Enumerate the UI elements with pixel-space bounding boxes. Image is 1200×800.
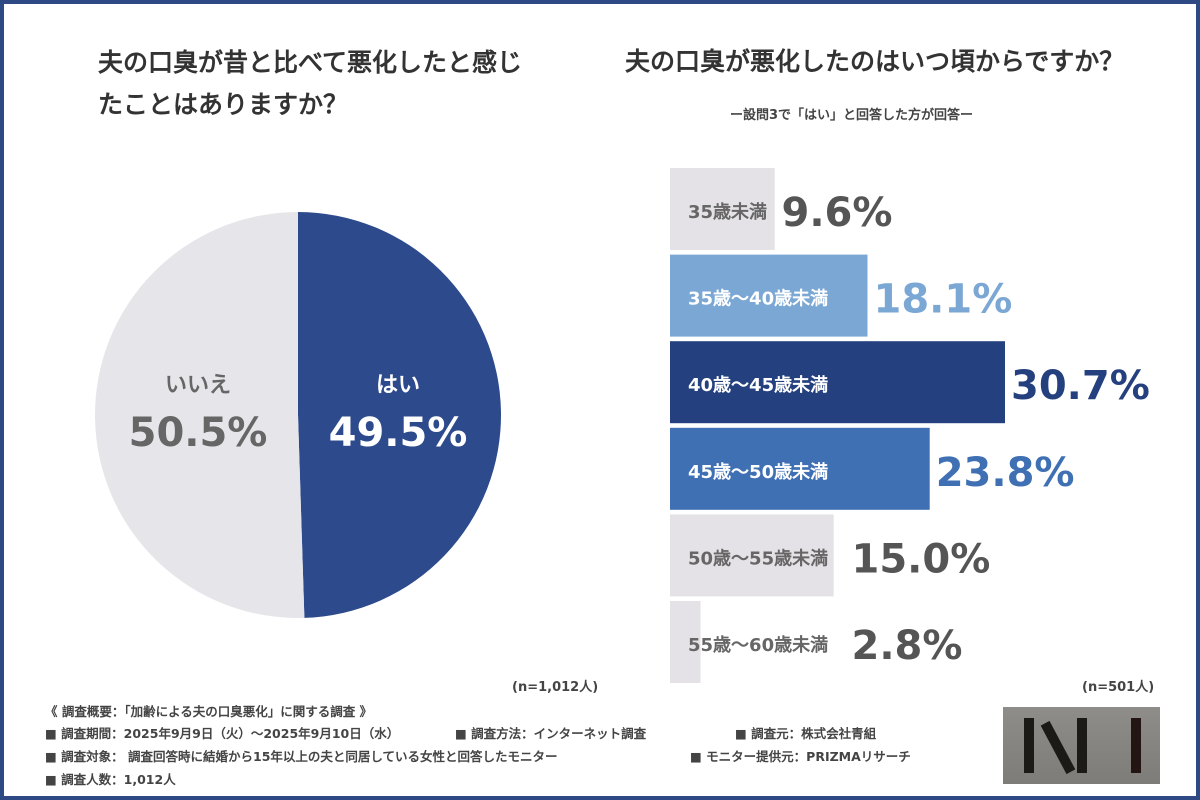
pie-slice-yes: [298, 212, 502, 618]
bar-value-label: 9.6%: [782, 190, 893, 236]
company-logo: [1003, 707, 1160, 784]
bar-value-label: 2.8%: [852, 623, 963, 669]
bar-category-label: 55歳～60歳未満: [688, 634, 828, 656]
bar: [670, 514, 834, 597]
pie-title: 夫の口臭が昔と比べて悪化したと感じたことはありますか？: [98, 48, 523, 119]
pie-note: (n=1,012人): [512, 680, 599, 695]
footer-heading: 《 調査概要：「加齢による夫の口臭悪化」に関する調査 》: [45, 704, 373, 719]
footer-source: ■ 調査元：株式会社青組: [735, 726, 877, 741]
bar-category-label: 45歳～50歳未満: [688, 461, 828, 483]
bar-value-label: 30.7%: [1011, 363, 1150, 409]
footer-target: ■ 調査対象： 調査回答時に結婚から15年以上の夫と同居している女性と回答したモ…: [45, 749, 558, 764]
pie-value: 50.5%: [129, 410, 268, 456]
footer-method: ■ 調査方法：インターネット調査: [455, 726, 647, 741]
bar-category-label: 40歳～45歳未満: [688, 374, 828, 396]
bar-category-label: 35歳未満: [688, 201, 767, 223]
pie-label: いいえ: [165, 373, 231, 398]
bar-value-label: 18.1%: [874, 277, 1013, 323]
bar: [670, 254, 868, 337]
footer-count: ■ 調査人数：1,012人: [45, 772, 176, 787]
bar-title: 夫の口臭が悪化したのはいつ頃からですか？: [625, 47, 1125, 76]
footer-period: ■ 調査期間：2025年9月9日（火）～2025年9月10日（水）: [45, 726, 400, 741]
bar: [670, 168, 775, 250]
bar-value-label: 23.8%: [936, 450, 1075, 496]
bar: [670, 341, 1005, 424]
pie-value: 49.5%: [329, 410, 468, 456]
bar-subtitle: ー設問3で「はい」と回答した方が回答ー: [730, 108, 974, 123]
bar: [670, 427, 930, 510]
bar-category-label: 35歳～40歳未満: [688, 288, 828, 310]
bar-note: (n=501人): [1082, 680, 1155, 695]
bar: [670, 601, 701, 683]
bar-value-label: 15.0%: [852, 536, 991, 582]
pie-label: はい: [376, 373, 420, 398]
bar-category-label: 50歳～55歳未満: [688, 547, 828, 569]
footer-provider: ■ モニター提供元：PRIZMAリサーチ: [690, 749, 911, 764]
pie-slice-no: [95, 212, 305, 618]
